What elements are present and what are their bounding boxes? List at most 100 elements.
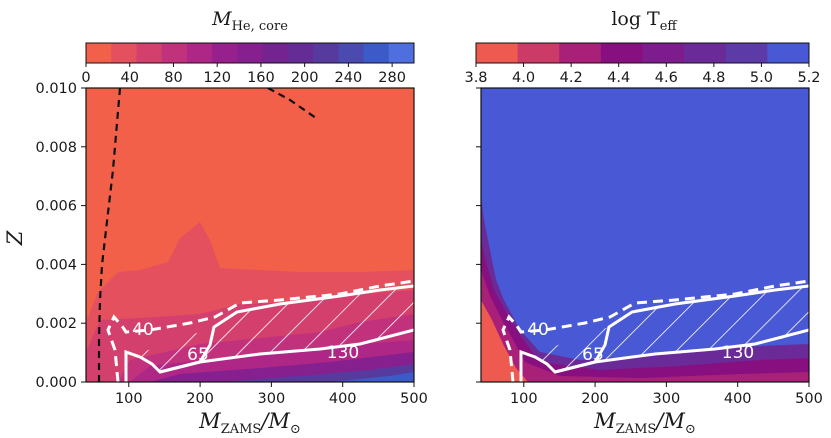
right-colorbar-tick-label: 5.2 <box>797 70 820 86</box>
right-colorbar-tick-label: 4.0 <box>512 70 535 86</box>
right-xlabel-sub: ZAMS <box>616 422 657 437</box>
right-colorbar-band <box>642 43 685 63</box>
right-contour-40 <box>501 279 809 382</box>
left-title-sub: He, core <box>232 19 289 34</box>
right-title: log Teff <box>611 8 678 34</box>
left-colorbar-band <box>136 43 163 63</box>
right-colorbar-ticks: 3.8 4.0 4.2 4.4 4.6 4.8 5.0 5.2 <box>464 63 821 86</box>
left-colorbar-band <box>212 43 238 63</box>
left-colorbar-tick-label: 280 <box>378 70 406 86</box>
right-colorbar-band <box>559 43 602 63</box>
right-xlabel-rest: /M <box>654 409 685 433</box>
left-colorbar-tick-label: 120 <box>203 70 231 86</box>
left-colorbar-tick-label: 40 <box>121 70 139 86</box>
left-contour-40 <box>106 279 414 382</box>
right-title-sub: eff <box>660 19 679 34</box>
left-x-tick-label: 100 <box>115 391 143 407</box>
left-colorbar-band <box>262 43 289 63</box>
left-xlabel-main: M <box>198 409 221 433</box>
left-xlabel-rest: /M <box>259 409 290 433</box>
right-colorbar-band <box>517 43 560 63</box>
left-region-240-280 <box>220 364 414 382</box>
svg-text:MHe, core: MHe, core <box>211 8 288 34</box>
left-x-tick-label: 300 <box>258 391 286 407</box>
right-region-red <box>481 300 528 382</box>
right-contour-label-130: 130 <box>722 343 754 363</box>
left-colorbar-band <box>338 43 365 63</box>
right-colorbar-tick-label: 4.6 <box>655 70 678 86</box>
right-title-main: log T <box>611 8 660 30</box>
left-contour-65 <box>124 284 414 382</box>
left-x-tick-label: 400 <box>329 391 357 407</box>
left-colorbar-band <box>161 43 188 63</box>
left-colorbar-tick-label: 200 <box>291 70 319 86</box>
right-x-ticks: 100 200 300 400 500 <box>510 382 823 407</box>
right-xlabel-sub2: ⊙ <box>685 422 696 437</box>
left-colorbar-tick-label: 0 <box>81 70 90 86</box>
right-colorbar-band <box>767 43 810 63</box>
right-x-tick-label: 300 <box>653 391 681 407</box>
left-title-main: M <box>211 8 232 30</box>
left-region-280-plus <box>330 372 414 382</box>
left-x-tick-label: 500 <box>400 391 428 407</box>
left-xlabel-sub: ZAMS <box>221 422 262 437</box>
left-colorbar-tick-label: 160 <box>247 70 275 86</box>
right-xlabel: MZAMS/M⊙ <box>593 409 696 437</box>
right-x-tick-label: 200 <box>581 391 609 407</box>
right-contour-label-65: 65 <box>582 345 604 365</box>
left-colorbar-band <box>287 43 314 63</box>
left-colorbar-band <box>363 43 390 63</box>
left-axes-frame <box>85 87 415 383</box>
right-x-tick-label: 400 <box>724 391 752 407</box>
right-colorbar-band <box>725 43 768 63</box>
right-x-tick-label: 100 <box>510 391 538 407</box>
right-heatmap: 40 65 130 <box>481 88 809 382</box>
right-colorbar-tick-label: 4.4 <box>607 70 630 86</box>
left-y-tick-label: 0.010 <box>35 81 77 97</box>
right-colorbar-tick-label: 4.2 <box>560 70 583 86</box>
left-colorbar-band <box>186 43 213 63</box>
left-x-ticks: 100 200 300 400 500 <box>115 382 428 407</box>
left-hatched-area <box>126 286 414 372</box>
left-black-dashed-line-1 <box>97 88 122 382</box>
left-black-dashed-line-2 <box>267 88 317 119</box>
left-contour-label-65: 65 <box>187 345 209 365</box>
right-colorbar-frame <box>475 42 810 64</box>
right-contour-130 <box>554 328 809 374</box>
left-colorbar-ticks: 0 40 80 120 160 200 240 280 <box>81 63 406 86</box>
left-ylabel: Z <box>3 230 27 246</box>
left-colorbar-band <box>111 43 137 63</box>
right-colorbar-tick-label: 5.0 <box>750 70 773 86</box>
right-hatched-area <box>521 286 809 372</box>
left-xlabel-sub2: ⊙ <box>290 422 301 437</box>
left-colorbar-band <box>86 43 112 63</box>
left-y-tick-label: 0.008 <box>35 140 77 156</box>
right-contour-label-40: 40 <box>527 320 549 340</box>
right-contour-labels: 40 65 130 <box>527 320 754 365</box>
left-contour-label-130: 130 <box>327 343 359 363</box>
left-y-tick-label: 0.004 <box>35 257 77 273</box>
right-axes-frame <box>480 87 810 383</box>
left-title: MHe, core <box>211 8 288 34</box>
left-colorbar <box>85 42 415 64</box>
right-colorbar-tick-label: 4.8 <box>702 70 725 86</box>
svg-text:log Teff: log Teff <box>611 8 678 34</box>
left-x-tick-label: 200 <box>186 391 214 407</box>
right-xlabel-main: M <box>593 409 616 433</box>
right-colorbar-band <box>600 43 643 63</box>
left-heatmap: 40 65 130 <box>86 88 414 382</box>
left-colorbar-tick-label: 80 <box>164 70 182 86</box>
right-y-ticks <box>476 87 481 383</box>
left-colorbar-band <box>237 43 264 63</box>
left-colorbar-band <box>313 43 339 63</box>
left-colorbar-tick-label: 240 <box>335 70 363 86</box>
right-colorbar-band <box>476 43 519 63</box>
right-colorbar-band <box>684 43 727 63</box>
left-colorbar-band <box>388 43 415 63</box>
right-colorbar <box>475 42 810 64</box>
right-colorbar-tick-label: 3.8 <box>464 70 487 86</box>
left-contour-labels: 40 65 130 <box>132 320 359 365</box>
left-y-ticks: 0.000 0.002 0.004 0.006 0.008 0.010 <box>35 81 86 391</box>
left-y-tick-label: 0.000 <box>35 375 77 391</box>
